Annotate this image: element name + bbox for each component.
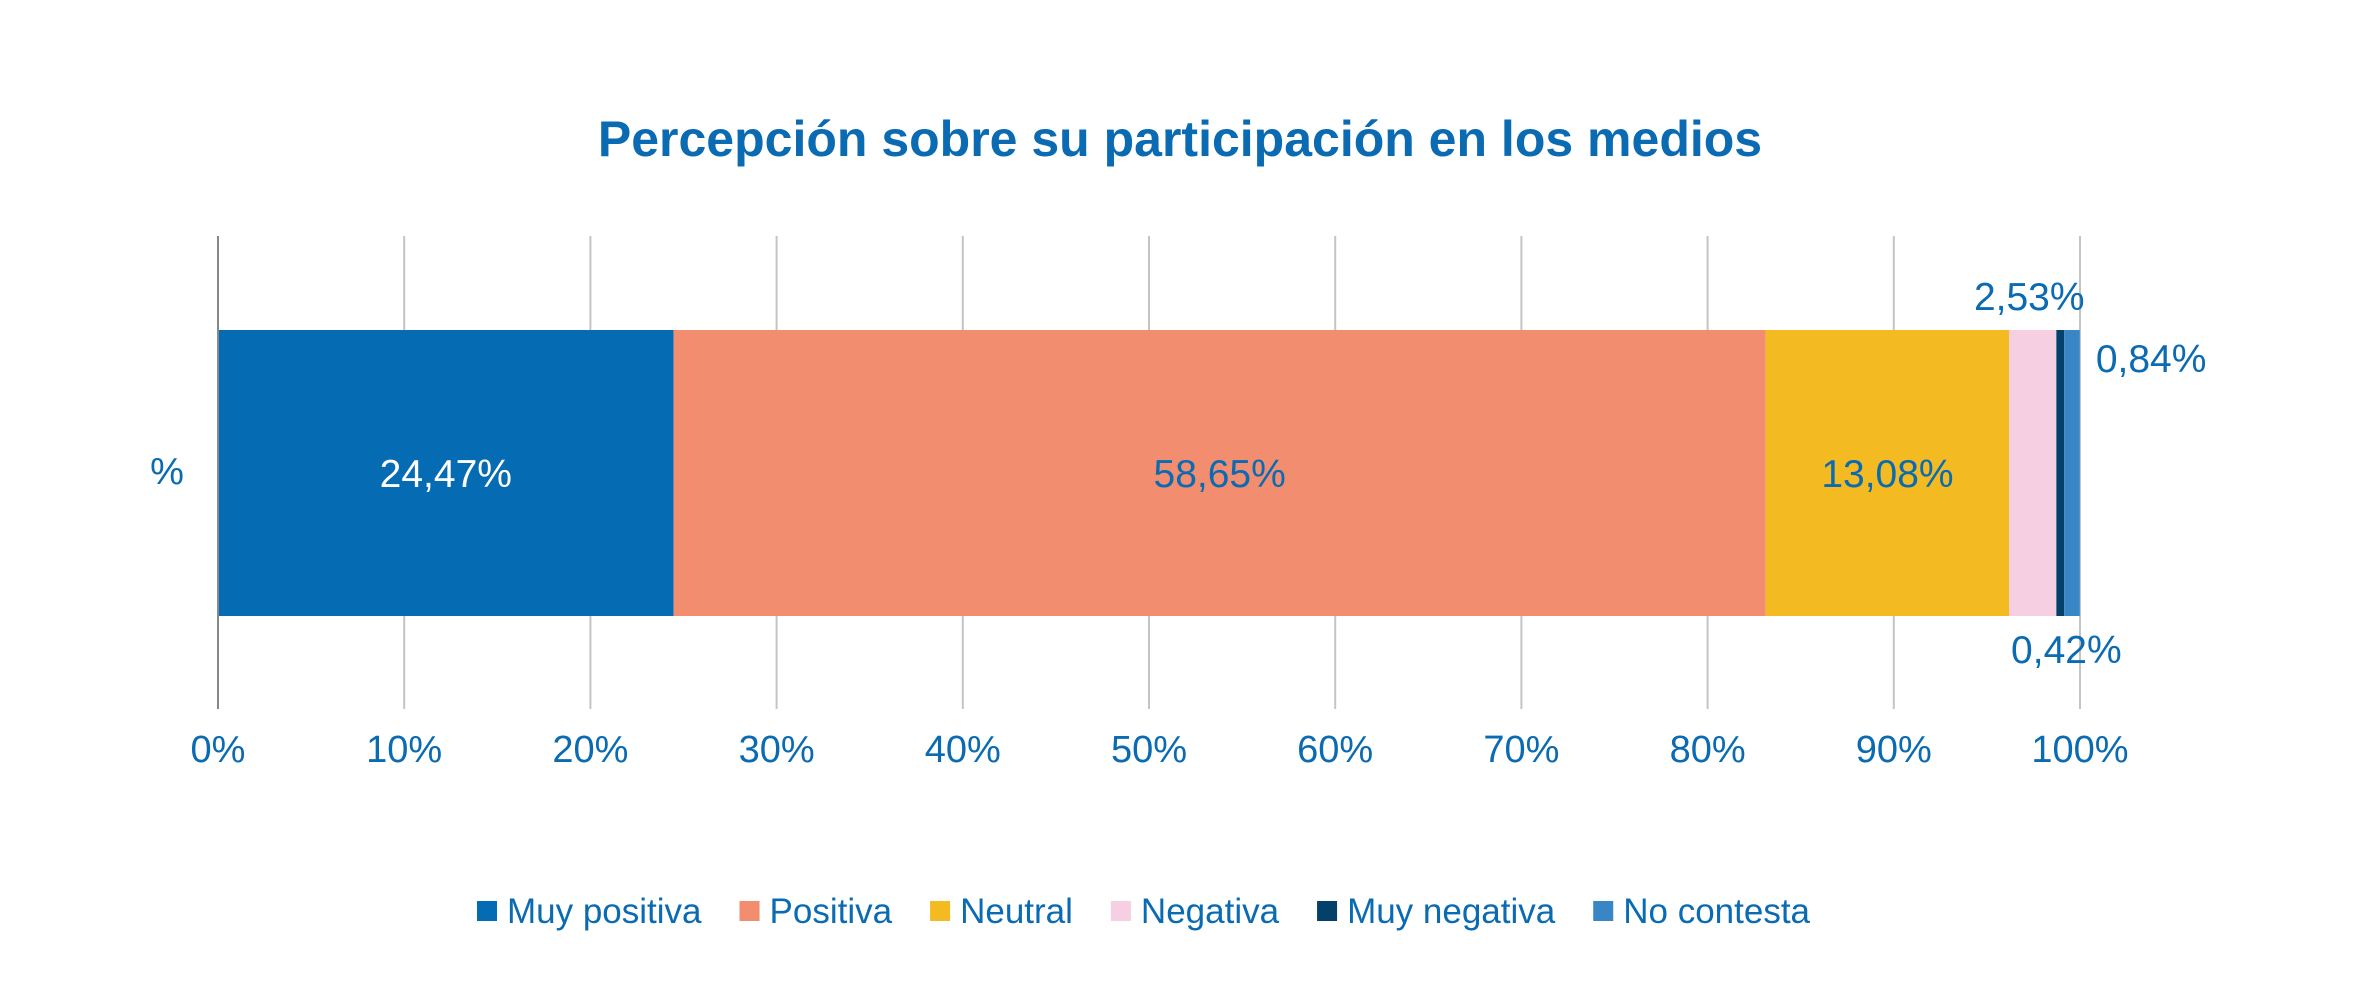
x-tick-labels: 0% 10% 20% 30% 40% 50% 60% 70% 80% 90% 100% bbox=[191, 729, 2129, 771]
legend-label: No contesta bbox=[1623, 892, 1810, 931]
bar-segment-muy-positiva bbox=[218, 330, 674, 616]
x-tick-label: 100% bbox=[2031, 729, 2128, 771]
x-tick-label: 30% bbox=[739, 729, 815, 771]
x-tick-label: 60% bbox=[1297, 729, 1373, 771]
bar-segment-muy-negativa bbox=[2056, 330, 2065, 616]
bar-segment-no-contesta bbox=[2064, 330, 2080, 616]
data-label: 24,47% bbox=[380, 453, 512, 496]
bars bbox=[218, 330, 2080, 616]
data-label: 0,84% bbox=[2096, 338, 2207, 381]
legend-label: Positiva bbox=[770, 892, 893, 931]
legend: Muy positiva Positiva Neutral Negativa Muy n… bbox=[477, 892, 1811, 931]
legend-swatch bbox=[477, 901, 497, 921]
x-tick-label: 90% bbox=[1856, 729, 1932, 771]
bar-segment-positiva bbox=[673, 330, 1766, 616]
x-tick-label: 50% bbox=[1111, 729, 1187, 771]
data-labels: 24,47% 58,65% 13,08% 2,53% 0,42% 0,84% bbox=[380, 276, 2207, 672]
x-tick-label: 40% bbox=[925, 729, 1001, 771]
legend-label: Muy positiva bbox=[507, 892, 702, 931]
chart-title: Percepción sobre su participación en los… bbox=[598, 111, 1762, 167]
legend-swatch bbox=[1110, 901, 1131, 921]
legend-label: Neutral bbox=[960, 892, 1073, 931]
y-category-label: % bbox=[150, 451, 184, 493]
x-tick-label: 0% bbox=[191, 729, 246, 771]
data-label: 2,53% bbox=[1974, 276, 2085, 319]
x-tick-label: 70% bbox=[1483, 729, 1559, 771]
data-label: 13,08% bbox=[1821, 453, 1953, 496]
legend-swatch bbox=[1317, 901, 1338, 921]
data-label: 0,42% bbox=[2011, 629, 2122, 672]
bar-segment-negativa bbox=[2009, 330, 2057, 616]
legend-swatch bbox=[739, 901, 760, 921]
legend-swatch bbox=[1593, 901, 1614, 921]
legend-label: Muy negativa bbox=[1347, 892, 1556, 931]
legend-label: Negativa bbox=[1141, 892, 1280, 931]
x-tick-label: 10% bbox=[366, 729, 442, 771]
data-label: 58,65% bbox=[1154, 453, 1286, 496]
x-tick-label: 20% bbox=[552, 729, 628, 771]
legend-swatch bbox=[930, 901, 951, 921]
x-tick-label: 80% bbox=[1670, 729, 1746, 771]
bar-segment-neutral bbox=[1765, 330, 2010, 616]
